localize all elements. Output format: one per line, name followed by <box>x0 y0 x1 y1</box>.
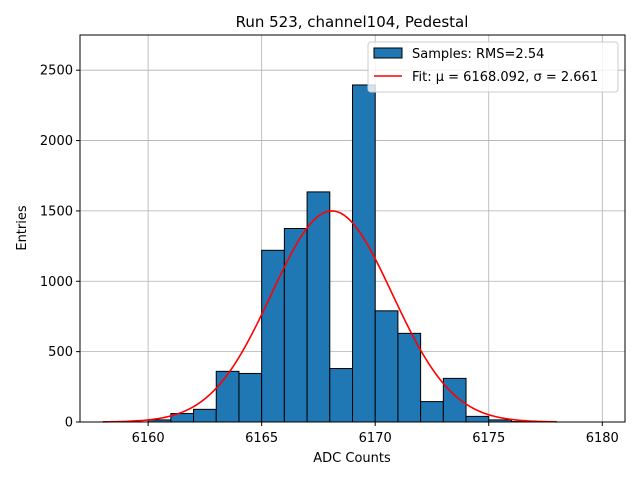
x-tick-label: 6180 <box>586 431 619 446</box>
y-tick-label: 1500 <box>40 204 73 219</box>
histogram-bar <box>442 377 467 423</box>
legend: Samples: RMS=2.54 Fit: μ = 6168.092, σ =… <box>367 41 619 93</box>
fit-curve-group <box>102 210 557 423</box>
histogram-bar <box>420 401 444 423</box>
legend-box <box>367 41 619 93</box>
y-tick-label: 1000 <box>40 275 73 290</box>
histogram-bar <box>329 368 353 423</box>
x-tick-label: 6170 <box>359 431 392 446</box>
histogram-bar <box>397 332 422 423</box>
y-tick-label: 2500 <box>40 64 73 79</box>
histogram-bar <box>306 191 331 423</box>
legend-samples-swatch <box>373 47 403 59</box>
histogram-bar <box>193 408 217 423</box>
y-tick-label: 2000 <box>40 134 73 149</box>
histogram-bar <box>238 372 263 423</box>
histogram-bar <box>283 228 308 423</box>
plot-frame <box>79 34 626 423</box>
y-axis-title: Entries <box>15 205 30 251</box>
x-axis-ticks: 6160 6165 6170 6175 6180 <box>132 422 619 446</box>
legend-fit-label: Fit: μ = 6168.092, σ = 2.661 <box>412 70 598 85</box>
histogram-bar <box>261 249 285 423</box>
y-tick-label: 500 <box>48 345 73 360</box>
x-tick-label: 6165 <box>245 431 278 446</box>
chart-title: Run 523, channel104, Pedestal <box>236 13 469 31</box>
histogram-bar <box>374 310 399 423</box>
x-tick-label: 6175 <box>472 431 505 446</box>
histogram-bar <box>215 370 240 423</box>
legend-samples-label: Samples: RMS=2.54 <box>412 47 544 62</box>
y-tick-label: 0 <box>65 416 73 431</box>
histogram-bars <box>147 84 535 423</box>
x-axis-title: ADC Counts <box>313 451 391 466</box>
y-axis-ticks: 0 500 1000 1500 2000 2500 <box>40 64 80 431</box>
x-tick-label: 6160 <box>132 431 165 446</box>
histogram-bar <box>465 415 490 423</box>
gaussian-fit-curve <box>102 210 557 423</box>
